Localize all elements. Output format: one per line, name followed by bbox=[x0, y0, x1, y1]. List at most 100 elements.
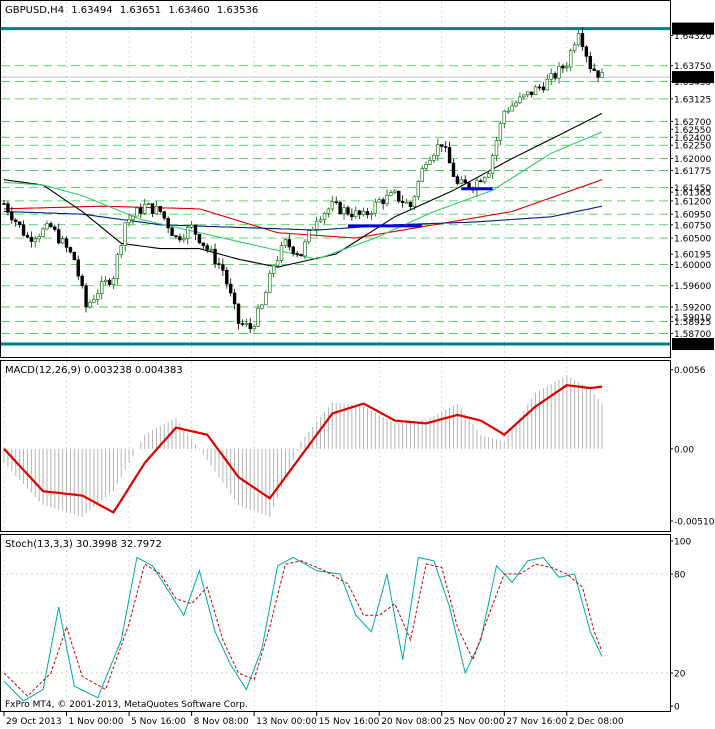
bear-candle bbox=[400, 200, 405, 203]
x-tick-label: 5 Nov 16:00 bbox=[131, 717, 186, 727]
bear-candle bbox=[248, 323, 252, 330]
bull-candle bbox=[549, 73, 553, 80]
bear-candle bbox=[365, 211, 370, 216]
bull-candle bbox=[330, 201, 335, 210]
bear-candle bbox=[451, 162, 456, 177]
bull-candle bbox=[37, 236, 41, 240]
bear-candle bbox=[561, 65, 565, 69]
price-axis-label: 1.63450 bbox=[674, 78, 711, 88]
bear-candle bbox=[240, 323, 245, 325]
bull-candle bbox=[494, 140, 499, 156]
bear-candle bbox=[334, 201, 338, 203]
stoch-axis-label: 80 bbox=[674, 571, 686, 581]
bull-candle bbox=[385, 194, 389, 205]
bear-candle bbox=[64, 238, 69, 248]
price-axis-label: 1.58925 bbox=[674, 318, 711, 328]
bull-candle bbox=[260, 304, 264, 309]
bull-candle bbox=[424, 164, 428, 169]
macd-title: MACD(12,26,9) 0.003238 0.004383 bbox=[5, 365, 183, 376]
price-grid bbox=[3, 1, 568, 357]
bear-candle bbox=[447, 147, 452, 164]
bear-candle bbox=[338, 202, 342, 214]
x-tick-label: 2 Dec 08:00 bbox=[569, 717, 624, 727]
bull-candle bbox=[209, 248, 213, 251]
bear-candle bbox=[346, 207, 350, 215]
x-tick-label: 20 Nov 08:00 bbox=[381, 717, 442, 727]
bear-candle bbox=[584, 46, 589, 57]
price-axis-label: 1.60000 bbox=[674, 261, 711, 271]
price-axis-label: 1.61365 bbox=[674, 189, 711, 199]
price-axis-label: 1.62700 bbox=[674, 118, 711, 128]
bull-candle bbox=[369, 212, 374, 216]
bear-candle bbox=[287, 239, 292, 248]
bear-candle bbox=[408, 201, 413, 207]
bull-candle bbox=[60, 238, 65, 244]
price-axis-label: 1.61775 bbox=[674, 167, 711, 177]
bull-candle bbox=[486, 173, 491, 178]
stoch-signal-line bbox=[3, 560, 603, 697]
bull-candle bbox=[572, 44, 577, 51]
x-tick-label: 13 Nov 00:00 bbox=[256, 717, 317, 727]
bull-candle bbox=[416, 181, 421, 197]
bull-candle bbox=[279, 245, 284, 261]
bear-candle bbox=[553, 73, 557, 79]
bull-candle bbox=[428, 160, 432, 165]
moving-average-line bbox=[3, 112, 603, 268]
bear-candle bbox=[467, 182, 471, 189]
bull-candle bbox=[490, 155, 495, 174]
price-axis-label: 1.62250 bbox=[674, 142, 711, 152]
bear-candle bbox=[72, 251, 77, 261]
price-axis-label: 1.58700 bbox=[674, 330, 711, 340]
bull-candle bbox=[326, 208, 331, 214]
bull-candle bbox=[127, 219, 131, 224]
bull-candle bbox=[522, 94, 526, 98]
bear-candle bbox=[80, 275, 84, 287]
bear-candle bbox=[84, 285, 88, 308]
bull-candle bbox=[271, 265, 276, 274]
bull-candle bbox=[45, 223, 49, 230]
bull-candle bbox=[111, 278, 116, 285]
bull-candle bbox=[264, 292, 268, 306]
x-tick-label: 8 Nov 08:00 bbox=[194, 717, 249, 727]
price-axis-label: 1.59200 bbox=[674, 303, 711, 313]
bull-candle bbox=[420, 168, 424, 182]
current-price-box bbox=[672, 71, 714, 84]
bull-candle bbox=[526, 91, 530, 96]
bear-candle bbox=[291, 246, 295, 254]
price-axis-label: 1.58500 bbox=[674, 341, 711, 351]
price-label-box bbox=[672, 22, 714, 35]
bull-candle bbox=[514, 102, 518, 107]
bear-candle bbox=[17, 221, 22, 225]
bull-candle bbox=[404, 201, 409, 204]
bull-candle bbox=[361, 211, 366, 215]
bear-candle bbox=[295, 253, 299, 255]
price-axis-label: 1.61200 bbox=[674, 197, 711, 207]
ohlc-close: 1.63536 bbox=[217, 5, 258, 16]
chart-symbol-timeframe: GBPUSD,H4 bbox=[5, 5, 64, 16]
bull-candle bbox=[318, 219, 323, 222]
bull-candle bbox=[373, 201, 378, 214]
bull-candle bbox=[322, 213, 327, 220]
bear-candle bbox=[201, 242, 206, 246]
bull-candle bbox=[533, 86, 538, 96]
price-axis-label: 1.60500 bbox=[674, 235, 711, 245]
bear-candle bbox=[76, 259, 80, 277]
stoch-panel bbox=[0, 534, 671, 712]
macd-axis-label: 0.0056 bbox=[674, 366, 706, 376]
x-tick-label: 27 Nov 16:00 bbox=[506, 717, 567, 727]
stoch-axis-label: 100 bbox=[674, 538, 691, 548]
bull-candle bbox=[459, 179, 463, 184]
bear-candle bbox=[25, 235, 30, 238]
bull-candle bbox=[565, 66, 569, 69]
bear-candle bbox=[463, 179, 467, 184]
bear-candle bbox=[178, 236, 182, 241]
bear-candle bbox=[213, 248, 217, 264]
bull-candle bbox=[135, 207, 139, 217]
current-price-label: 1.63536 bbox=[674, 74, 711, 84]
bear-candle bbox=[440, 144, 444, 147]
bear-candle bbox=[455, 176, 460, 184]
bear-candle bbox=[588, 55, 592, 70]
